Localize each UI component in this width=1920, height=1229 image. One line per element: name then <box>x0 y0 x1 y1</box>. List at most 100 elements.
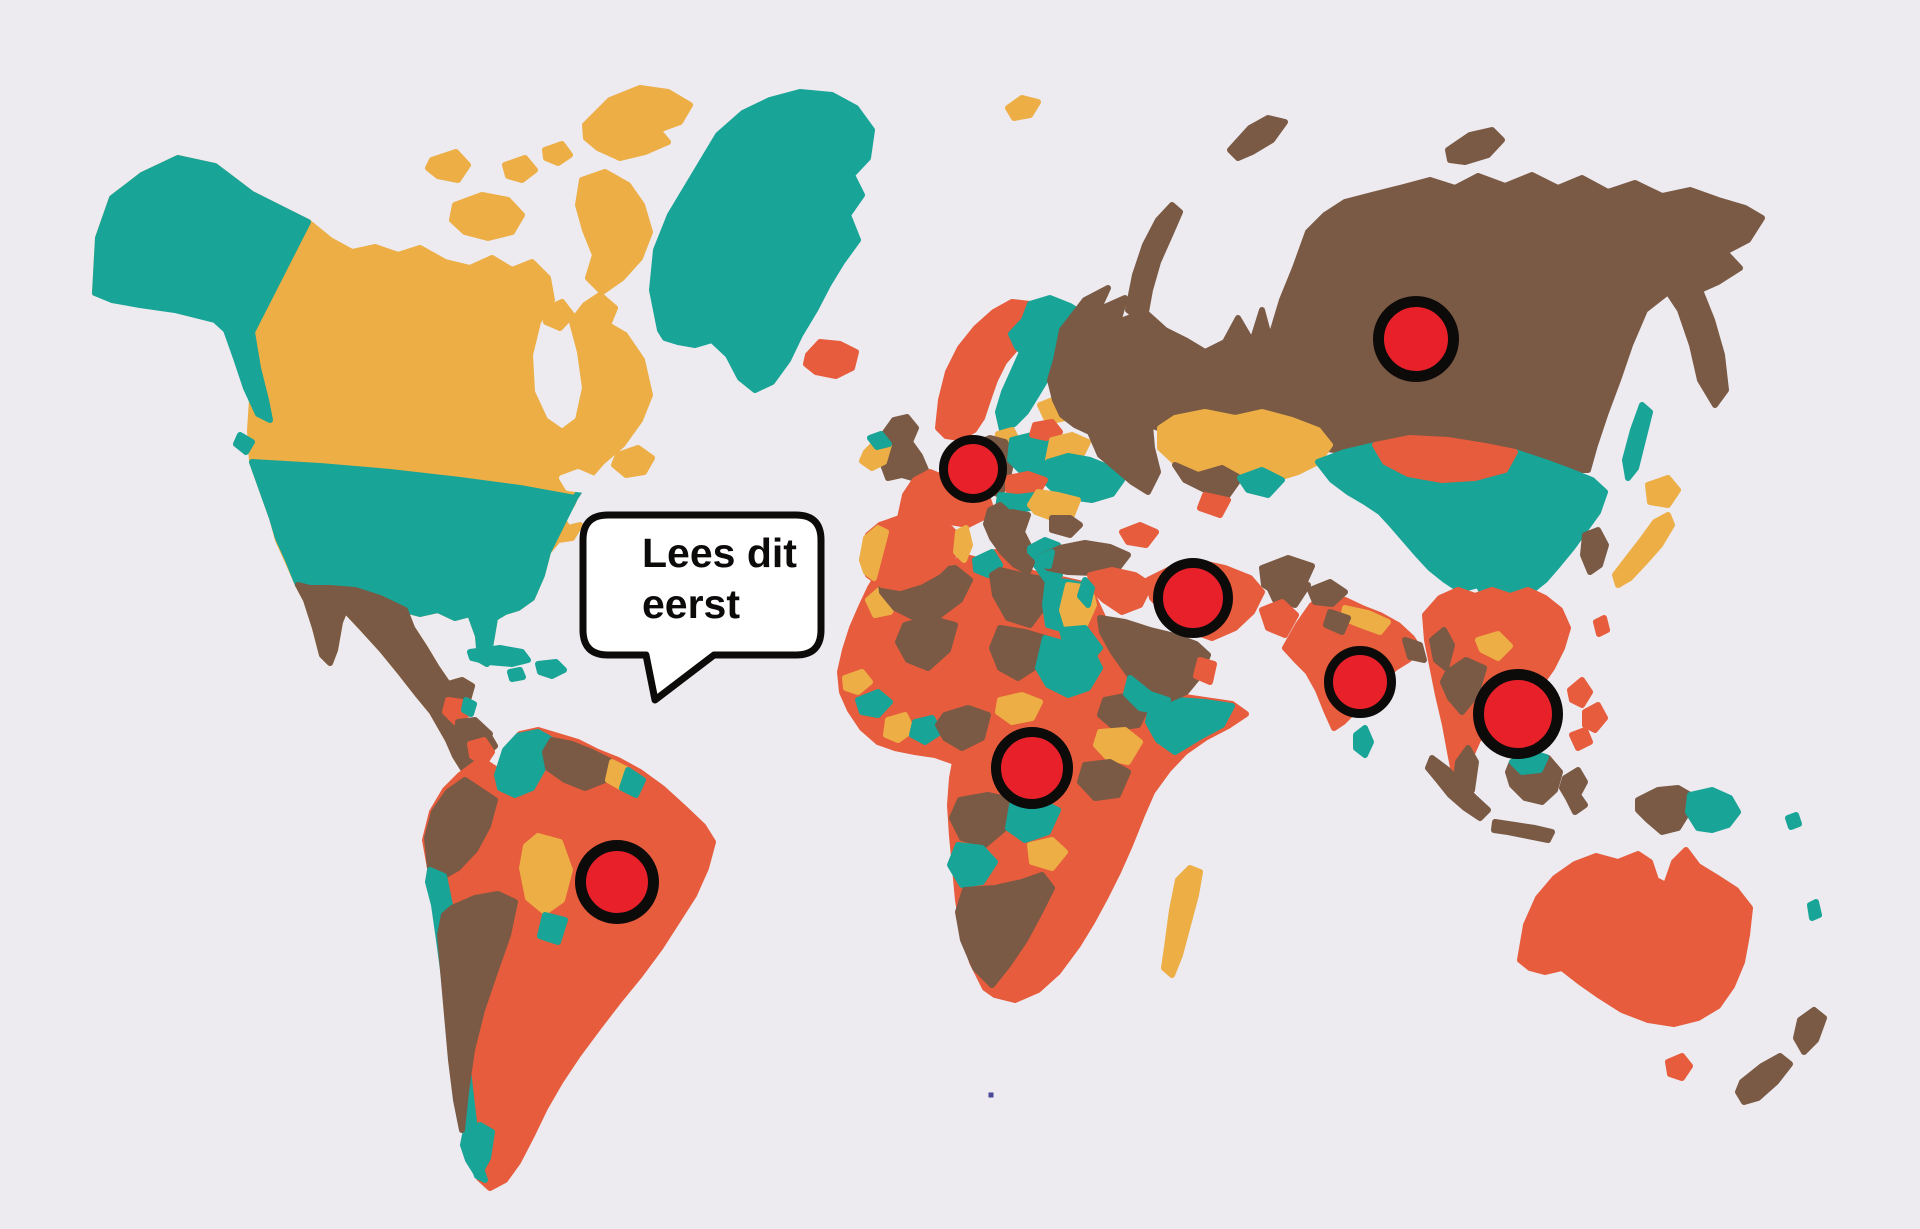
romania <box>1027 489 1081 521</box>
laos <box>1475 631 1513 661</box>
oman <box>1193 657 1217 685</box>
ireland-north <box>867 431 892 450</box>
turkey-west <box>1035 549 1055 569</box>
map-marker-western-europe[interactable] <box>939 435 1007 503</box>
svalbard <box>1005 95 1041 121</box>
pakistan-south <box>1259 599 1299 638</box>
continent-south-america <box>422 727 716 1191</box>
tunisia <box>972 549 1003 578</box>
saudi-arabia <box>1097 615 1211 703</box>
continent-oceania <box>1517 812 1827 1105</box>
sulawesi <box>1559 767 1588 815</box>
map-marker-southeast-asia[interactable] <box>1473 669 1563 759</box>
ivory-coast <box>909 715 943 745</box>
greenland <box>649 89 875 393</box>
somalia <box>1145 697 1235 755</box>
australia <box>1517 847 1753 1027</box>
venezuela <box>542 737 615 791</box>
sumatra <box>1425 755 1491 821</box>
vanuatu <box>1807 899 1822 921</box>
kenya <box>1093 727 1143 765</box>
map-marker-middle-east[interactable] <box>1153 558 1233 638</box>
map-marker-central-africa[interactable] <box>991 727 1073 809</box>
argentina <box>437 891 518 1133</box>
jamaica <box>507 667 526 682</box>
thailand <box>1440 657 1487 715</box>
iraq-syria <box>1087 567 1153 615</box>
new-zealand-north <box>1793 1007 1827 1055</box>
tanzania <box>1077 759 1131 801</box>
japan-honshu <box>1612 512 1675 588</box>
chad <box>989 625 1048 681</box>
map-marker-russia[interactable] <box>1373 296 1459 382</box>
arctic-island-small-1 <box>502 155 538 183</box>
speech-bubble-line-1: Lees dit <box>642 530 797 576</box>
speech-bubble-outline <box>579 511 825 704</box>
kashmir <box>1307 579 1348 607</box>
speech-bubble-line-2: eerst <box>642 581 741 627</box>
japan-hokkaido <box>1645 475 1681 508</box>
map-dot <box>988 1092 994 1098</box>
zimbabwe <box>1027 837 1068 871</box>
sakhalin <box>1622 402 1653 481</box>
continent-north-america <box>92 85 693 793</box>
solomon-islands <box>1785 812 1802 830</box>
philippines-luzon <box>1567 677 1593 708</box>
bangladesh <box>1402 637 1427 663</box>
great-lakes <box>559 469 595 493</box>
map-marker-south-america[interactable] <box>575 840 659 924</box>
bulgaria <box>1049 515 1083 538</box>
lithuania <box>1029 419 1063 441</box>
greenland-iceland <box>649 89 875 393</box>
belize <box>461 697 477 717</box>
map-marker-india[interactable] <box>1324 646 1396 718</box>
philippines-mindanao <box>1569 727 1593 751</box>
new-guinea-west <box>1635 785 1693 835</box>
peru <box>424 777 498 879</box>
speech-bubble-text: Lees dit eerst <box>642 528 812 630</box>
central-african-rep <box>995 692 1043 725</box>
new-siberian-islands <box>1445 127 1505 165</box>
suriname <box>619 767 646 798</box>
sri-lanka <box>1353 725 1374 758</box>
usa <box>249 459 591 667</box>
angola <box>949 792 1015 848</box>
southampton-island <box>542 299 575 331</box>
senegal <box>842 669 873 695</box>
ukraine <box>1037 453 1125 503</box>
south-africa <box>955 872 1055 988</box>
turkey <box>1035 540 1131 576</box>
tasmania <box>1665 1053 1693 1081</box>
hispaniola <box>535 659 567 679</box>
speech-bubble[interactable]: Lees dit eerst <box>578 508 838 718</box>
ghana <box>883 712 915 743</box>
levant <box>1077 577 1095 608</box>
sicily <box>999 572 1023 591</box>
severnaya-zemlya <box>1227 115 1288 161</box>
paraguay <box>537 912 568 945</box>
uzbekistan <box>1197 492 1231 518</box>
korea <box>1580 527 1609 575</box>
ellesmere-island <box>582 85 693 161</box>
new-guinea-east <box>1685 787 1741 833</box>
cuba <box>467 645 531 667</box>
victoria-island <box>449 192 525 241</box>
java <box>1491 819 1555 843</box>
patagonia-tip <box>460 1122 495 1179</box>
philippines-visayas <box>1582 702 1608 733</box>
alaska <box>92 155 311 423</box>
taiwan <box>1593 615 1610 637</box>
guinea <box>855 689 893 718</box>
mongolia <box>1372 435 1518 483</box>
nicaragua <box>467 737 495 767</box>
sudan <box>1035 635 1103 698</box>
india-north-patch <box>1323 609 1351 635</box>
turkmenistan <box>1172 462 1243 498</box>
mali <box>895 615 958 671</box>
pakistan-north <box>1265 572 1311 608</box>
vancouver-island <box>233 432 255 455</box>
sardinia <box>953 525 973 563</box>
myanmar-west <box>1429 627 1455 671</box>
arctic-island-small-2 <box>542 141 573 166</box>
